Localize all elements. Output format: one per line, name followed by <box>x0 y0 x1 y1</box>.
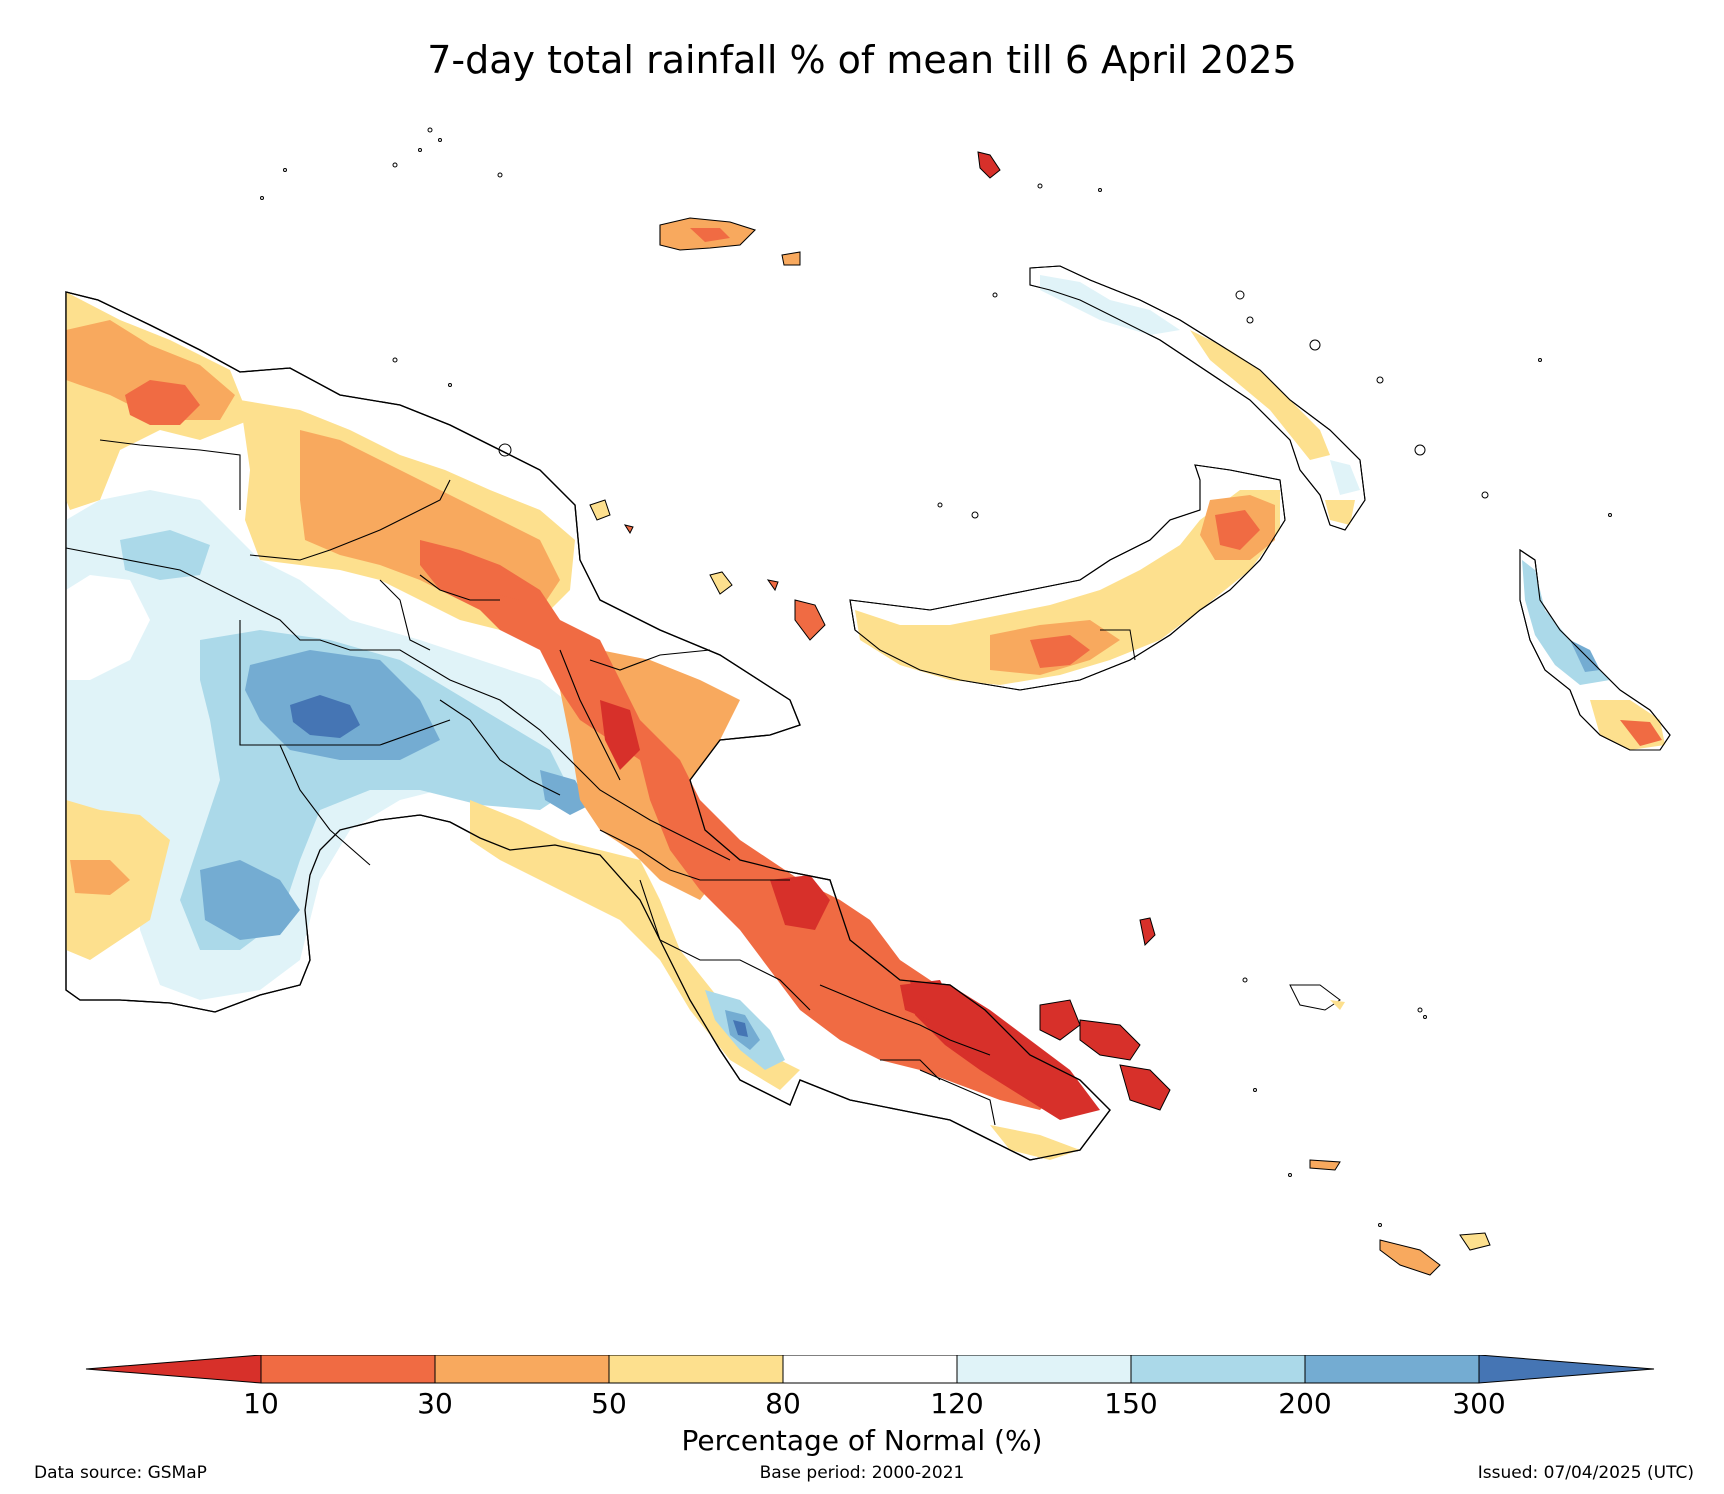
colorbar-bin-10-30 <box>260 1355 436 1384</box>
zone-10-30-northwest <box>125 380 200 425</box>
new-britain-boundary <box>1100 629 1136 661</box>
zone-200-300-mid <box>540 770 590 815</box>
karkar-island <box>589 499 611 521</box>
zone-under-10-spine-b <box>770 875 830 930</box>
tick-label: 80 <box>765 1387 801 1420</box>
tick-label: 10 <box>243 1387 279 1420</box>
colorbar-bin-120-150 <box>956 1355 1132 1384</box>
tick-label: 120 <box>930 1387 984 1420</box>
long-island <box>709 571 733 595</box>
zone-under-10-east-tip <box>910 980 1100 1120</box>
zone-over-300-port-moresby <box>733 1020 748 1037</box>
new-ireland-blue-nw <box>1040 275 1180 335</box>
mainland-coastline <box>65 291 1111 1161</box>
zone-200-300-fly <box>200 860 300 940</box>
zone-30-50-northwest <box>66 320 235 420</box>
bougainville-orange <box>1620 720 1662 746</box>
normanby-island <box>1119 1064 1171 1111</box>
misima-island <box>1309 1159 1341 1171</box>
tick-label: 50 <box>591 1387 627 1420</box>
manus-inner <box>690 228 730 242</box>
colorbar-title: Percentage of Normal (%) <box>681 1424 1043 1457</box>
colorbar-bin-50-80 <box>608 1355 784 1384</box>
small-island-wuvulu <box>977 151 1001 179</box>
new-britain-outline <box>849 464 1286 691</box>
new-britain-red <box>1030 635 1090 668</box>
colorbar-bin-<10 <box>85 1355 262 1384</box>
fergusson-island <box>1039 999 1081 1041</box>
colorbar-bin-80-120 <box>782 1355 958 1384</box>
rossel-island <box>1459 1232 1491 1251</box>
zone-50-80-se-tail <box>990 1125 1080 1160</box>
new-britain-yellow <box>855 490 1280 685</box>
zone-30-50-southwest <box>70 860 130 895</box>
colorbar-bin->300 <box>1478 1355 1655 1384</box>
goodenough-island <box>1079 1019 1141 1061</box>
zone-over-300-west <box>290 695 360 738</box>
small-island-3 <box>623 524 634 535</box>
new-ireland-yellow-mid <box>1190 330 1330 460</box>
zone-150-200-west-upper <box>120 530 210 580</box>
province-boundaries <box>65 439 996 1126</box>
woodlark-island <box>1289 984 1341 1011</box>
umboi-island <box>794 599 826 641</box>
new-ireland-blue-tip <box>1330 460 1360 495</box>
trobriand-island <box>1139 917 1156 947</box>
small-island-1 <box>781 251 801 266</box>
gazelle-red <box>1215 510 1260 550</box>
colorbar-bin-30-50 <box>434 1355 610 1384</box>
zone-under-10-east-tip-b <box>900 980 950 1020</box>
tick-label: 150 <box>1104 1387 1158 1420</box>
zone-80-120-west <box>66 575 150 680</box>
tick-label: 30 <box>417 1387 453 1420</box>
tick-label: 200 <box>1278 1387 1332 1420</box>
issued-date: Issued: 07/04/2025 (UTC) <box>1477 1463 1694 1483</box>
colorbar-bin-200-300 <box>1304 1355 1480 1384</box>
bougainville-outline <box>1519 548 1671 751</box>
colorbar-bin-150-200 <box>1130 1355 1306 1384</box>
map-title: 7-day total rainfall % of mean till 6 Ap… <box>427 38 1297 82</box>
bougainville-blue <box>1522 560 1610 685</box>
mainland <box>65 291 1111 1161</box>
base-period: Base period: 2000-2021 <box>759 1463 965 1483</box>
tagula-island <box>1379 1239 1441 1276</box>
small-island-2 <box>766 579 779 592</box>
new-ireland-yellow-tip <box>1325 500 1355 525</box>
colorbar <box>85 1355 1655 1384</box>
woodlark-yellow <box>1330 1000 1345 1010</box>
zone-under-10-spine-a <box>600 700 640 770</box>
islets <box>260 127 1612 1227</box>
tick-label: 300 <box>1452 1387 1506 1420</box>
data-source: Data source: GSMaP <box>34 1463 207 1483</box>
new-ireland-outline <box>1029 265 1366 531</box>
